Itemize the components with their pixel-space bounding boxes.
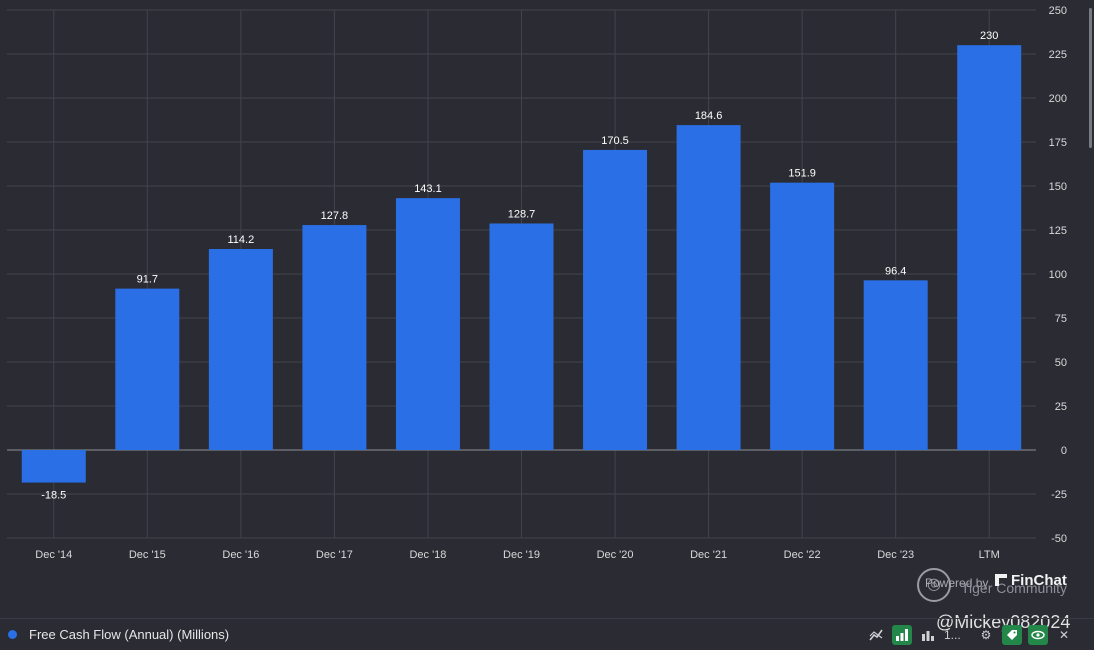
bar[interactable] [770, 182, 835, 450]
y-tick-label: 250 [1049, 5, 1067, 17]
toolbar-truncated-label[interactable]: 1... [944, 628, 961, 642]
x-tick-label: Dec '15 [129, 549, 166, 561]
bar-value-label: 184.6 [695, 110, 723, 122]
bar[interactable] [21, 450, 86, 483]
bar-chart: 2502252001751501251007550250-25-50-18.5D… [7, 5, 1067, 561]
bar[interactable] [957, 45, 1022, 450]
bar-value-label: 91.7 [137, 274, 158, 286]
bar-value-label: 230 [980, 30, 998, 42]
y-tick-label: -25 [1051, 489, 1067, 501]
powered-by-text: Powered by [925, 576, 989, 590]
legend[interactable]: Free Cash Flow (Annual) (Millions) [8, 627, 229, 642]
bar[interactable] [583, 149, 648, 451]
x-tick-label: Dec '21 [690, 549, 727, 561]
y-tick-label: 225 [1049, 49, 1067, 61]
y-tick-label: 125 [1049, 225, 1067, 237]
bar[interactable] [395, 198, 460, 450]
bar-value-label: 170.5 [601, 135, 629, 147]
legend-label: Free Cash Flow (Annual) (Millions) [29, 627, 230, 642]
y-tick-label: 75 [1055, 313, 1067, 325]
x-tick-label: Dec '22 [784, 549, 821, 561]
bar[interactable] [489, 223, 554, 450]
y-tick-label: -50 [1051, 533, 1067, 545]
grouped-bar-icon [922, 631, 934, 641]
x-tick-label: Dec '20 [597, 549, 634, 561]
bar-value-label: 128.7 [508, 208, 536, 220]
chart-area: 250 225 200 175 150 125 100 75 50 25 0 -25 -50 -18.5 D… [7, 5, 1092, 561]
tag-button[interactable] [1002, 625, 1022, 645]
y-tick-label: 100 [1049, 269, 1067, 281]
x-tick-label: Dec '17 [316, 549, 353, 561]
x-tick-label: Dec '16 [222, 549, 259, 561]
bar-value-label: 151.9 [788, 168, 816, 180]
y-tick-label: 175 [1049, 137, 1067, 149]
bar[interactable] [115, 288, 180, 450]
close-button[interactable]: ✕ [1054, 625, 1074, 645]
tag-icon [1007, 630, 1017, 640]
eye-icon [1031, 630, 1045, 640]
x-tick-label: Dec '23 [877, 549, 914, 561]
finchat-logo-icon [995, 574, 1007, 586]
y-tick-label: 0 [1061, 445, 1067, 457]
y-tick-label: 25 [1055, 401, 1067, 413]
close-icon: ✕ [1058, 628, 1070, 642]
line-chart-icon [869, 629, 883, 641]
x-tick-label: Dec '18 [409, 549, 446, 561]
finchat-brand: FinChat [995, 572, 1067, 589]
settings-button[interactable]: ⚙ [976, 625, 996, 645]
scrollbar-thumb[interactable] [1089, 8, 1092, 148]
bar-value-label: 96.4 [885, 265, 906, 277]
x-tick-label: Dec '19 [503, 549, 540, 561]
community-text: Tiger Community [961, 580, 1068, 596]
bottom-bar: Free Cash Flow (Annual) (Millions) 1... … [0, 618, 1094, 650]
bar-chart-icon [896, 629, 908, 641]
bar[interactable] [302, 225, 367, 450]
bar-chart-button[interactable] [892, 625, 912, 645]
bar[interactable] [208, 249, 273, 450]
x-tick-label: Dec '14 [35, 549, 72, 561]
finchat-label: FinChat [1011, 572, 1067, 589]
gear-icon: ⚙ [980, 628, 992, 642]
chart-toolbar: 1... ⚙ ✕ [866, 625, 1074, 645]
bar[interactable] [676, 125, 741, 450]
watermark: ◎ Powered by Tiger Community FinChat [915, 566, 1085, 610]
y-tick-label: 150 [1049, 181, 1067, 193]
x-tick-label: LTM [979, 549, 1000, 561]
bar-value-label: 143.1 [414, 183, 442, 195]
tiger-logo-icon: ◎ [917, 568, 951, 602]
y-tick-label: 200 [1049, 93, 1067, 105]
line-chart-button[interactable] [866, 625, 886, 645]
y-tick-label: 50 [1055, 357, 1067, 369]
grouped-bar-button[interactable] [918, 625, 938, 645]
visibility-button[interactable] [1028, 625, 1048, 645]
bar[interactable] [863, 280, 928, 450]
bar-value-label: 127.8 [321, 210, 349, 222]
legend-dot-icon [8, 630, 17, 639]
bar-value-label: -18.5 [41, 490, 66, 502]
bar-value-label: 114.2 [228, 234, 255, 246]
